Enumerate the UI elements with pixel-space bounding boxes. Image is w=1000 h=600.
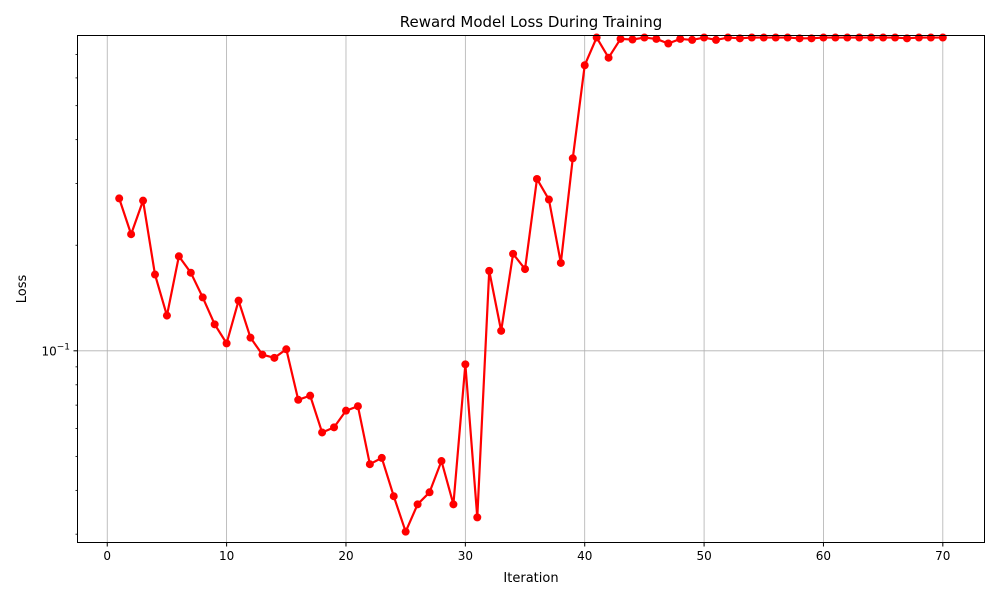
data-point [139, 196, 148, 205]
data-point [174, 252, 183, 261]
data-point [807, 34, 816, 43]
data-point [401, 527, 410, 536]
data-point [855, 33, 864, 42]
data-point [676, 34, 685, 43]
data-point [819, 33, 828, 42]
chart-title: Reward Model Loss During Training [400, 13, 662, 31]
data-point [879, 33, 888, 42]
data-point [222, 339, 231, 348]
data-point [556, 258, 565, 267]
data-point [700, 33, 709, 42]
x-axis: 0 10 20 30 40 50 60 70 [103, 542, 950, 563]
data-point [735, 34, 744, 43]
grid [78, 36, 984, 542]
data-point [664, 39, 673, 48]
data-point [723, 33, 732, 42]
data-point [437, 457, 446, 466]
data-point [294, 395, 303, 404]
y-axis: 10−1 [41, 54, 78, 535]
x-tick-label: 60 [816, 549, 831, 563]
data-point [938, 33, 947, 42]
y-tick-label: 10−1 [41, 342, 70, 358]
data-point [867, 33, 876, 42]
data-point [783, 33, 792, 42]
data-point [795, 34, 804, 43]
data-point [652, 34, 661, 43]
x-tick-label: 10 [219, 549, 234, 563]
data-point [616, 34, 625, 43]
x-tick-label: 50 [696, 549, 711, 563]
data-point [747, 33, 756, 42]
data-point [115, 194, 124, 203]
y-axis-label: Loss [15, 275, 30, 304]
data-point [389, 492, 398, 501]
data-point [580, 61, 589, 70]
data-point [461, 360, 470, 369]
data-point [198, 293, 207, 302]
data-point [485, 266, 494, 275]
data-point [306, 391, 315, 400]
data-point [712, 35, 721, 44]
data-point [891, 33, 900, 42]
loss-markers [115, 33, 947, 536]
data-point [258, 350, 267, 359]
data-point [341, 406, 350, 415]
data-point [843, 33, 852, 42]
data-point [449, 500, 458, 509]
data-point [186, 268, 195, 277]
data-point [318, 428, 327, 437]
data-point [532, 174, 541, 183]
data-point [903, 34, 912, 43]
x-tick-label: 30 [458, 549, 473, 563]
data-point [509, 249, 518, 258]
data-point [365, 460, 374, 469]
plot-frame [77, 35, 985, 543]
loss-series-line [118, 36, 943, 533]
data-point [473, 513, 482, 522]
data-point [568, 154, 577, 163]
data-point [628, 35, 637, 44]
data-point [210, 320, 219, 329]
data-point [425, 488, 434, 497]
data-point [759, 33, 768, 42]
data-point [150, 270, 159, 279]
data-point [497, 326, 506, 335]
data-point [127, 230, 136, 239]
data-point [282, 345, 291, 354]
x-axis-label: Iteration [503, 571, 558, 586]
data-point [771, 33, 780, 42]
data-point [270, 353, 279, 362]
data-point [162, 311, 171, 320]
data-point [544, 195, 553, 204]
data-point [377, 453, 386, 462]
data-point [604, 53, 613, 62]
data-point [413, 500, 422, 509]
x-tick-label: 20 [338, 549, 353, 563]
data-point [246, 333, 255, 342]
data-point [688, 35, 697, 44]
data-point [353, 402, 362, 411]
x-tick-label: 70 [935, 549, 950, 563]
x-tick-label: 0 [103, 549, 111, 563]
data-point [831, 33, 840, 42]
data-point [234, 296, 243, 305]
x-tick-label: 40 [577, 549, 592, 563]
data-point [521, 265, 530, 274]
data-point [330, 423, 339, 432]
data-point [914, 33, 923, 42]
data-point [640, 33, 649, 42]
data-point [592, 33, 601, 42]
data-point [926, 33, 935, 42]
